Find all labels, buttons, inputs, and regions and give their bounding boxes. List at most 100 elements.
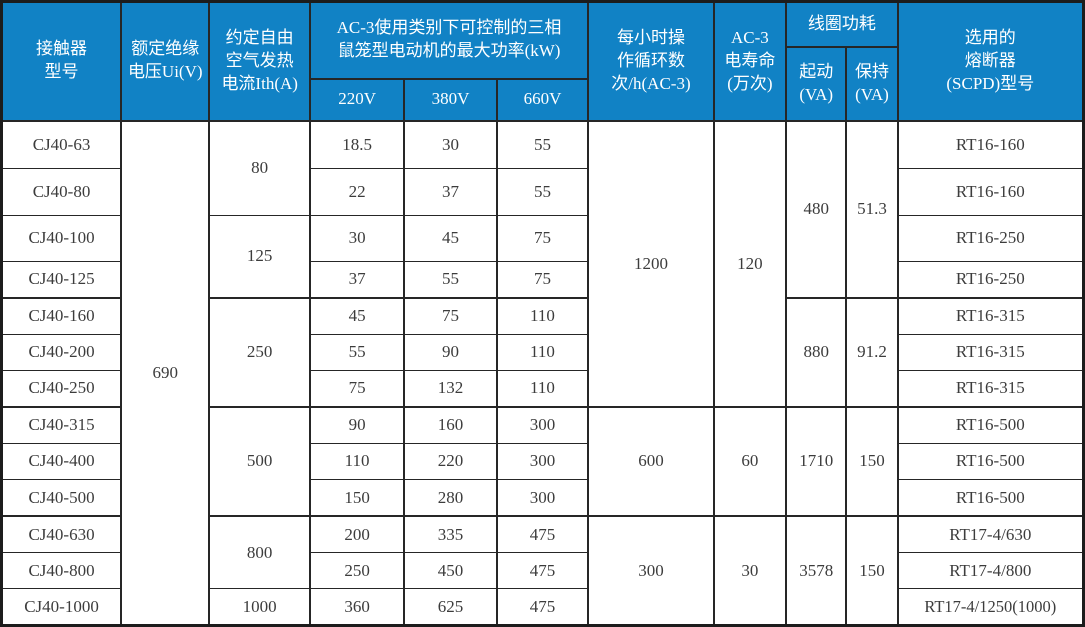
cell-p660: 110 [495,297,590,335]
header-model: 接触器 型号 [0,0,123,122]
cell-p380: 132 [403,369,498,408]
cell-model: CJ40-630 [0,515,123,554]
header-380v: 380V [403,77,498,122]
cell-p220: 37 [308,260,406,299]
cell-coil-start: 1710 [785,406,848,518]
table-row: CJ40-500 150 280 300 RT16-500 [0,479,1085,518]
cell-p660: 55 [495,120,590,169]
cell-p220: 75 [308,369,406,408]
cell-fuse: RT16-315 [896,297,1085,335]
cell-p660: 300 [495,442,590,481]
cell-p220: 110 [308,442,406,481]
cell-p380: 45 [403,215,498,262]
cell-model: CJ40-200 [0,333,123,371]
cell-coil-hold: 91.2 [845,297,899,408]
cell-p660: 475 [495,552,590,590]
cell-p660: 110 [495,369,590,408]
cell-model: CJ40-125 [0,260,123,299]
table-row: CJ40-100 125 30 45 75 RT16-250 [0,215,1085,299]
cell-p380: 90 [403,333,498,371]
cell-p220: 30 [308,215,406,262]
table-row: CJ40-125 37 55 75 RT16-250 [0,260,1085,299]
cell-p220: 90 [308,406,406,444]
header-operating-cycles: 每小时操 作循环数 次/h(AC-3) [587,0,715,122]
cell-ith: 80 [208,119,311,217]
cell-p380: 625 [403,588,498,626]
cell-p220: 45 [308,297,406,335]
cell-ith: 1000 [208,588,311,626]
table-row: CJ40-250 75 132 110 RT16-315 [0,369,1085,408]
cell-p660: 110 [495,333,590,371]
cell-fuse: RT16-250 [896,260,1085,299]
cell-life: 30 [712,515,788,627]
cell-model: CJ40-800 [0,552,123,590]
cell-p380: 30 [403,120,498,169]
cell-p660: 475 [495,515,590,554]
cell-model: CJ40-80 [0,167,123,217]
table-row: CJ40-160 250 45 75 110 880 91.2 RT16-315 [0,297,1085,408]
table-row: CJ40-315 500 90 160 300 600 60 1710 150 … [0,406,1085,518]
cell-coil-start: 480 [785,119,848,299]
table-row: CJ40-1000 1000 360 625 475 RT17-4/1250(1… [0,588,1085,626]
cell-model: CJ40-500 [0,479,123,518]
cell-p660: 75 [495,215,590,262]
cell-ith: 125 [208,215,311,299]
cell-p660: 75 [495,260,590,299]
table-row: CJ40-63 690 80 18.5 30 55 1200 120 480 5… [0,119,1085,626]
cell-fuse: RT17-4/800 [896,552,1085,590]
cell-p220: 360 [308,588,406,626]
cell-coil-hold: 150 [845,406,899,518]
cell-p220: 150 [308,479,406,518]
cell-p220: 22 [308,167,406,217]
cell-ops: 300 [587,515,715,627]
cell-p220: 250 [308,552,406,590]
header-coil-consumption-group: 线圈功耗 [785,0,899,48]
cell-fuse: RT16-500 [896,479,1085,518]
header-660v: 660V [495,77,590,122]
cell-p660: 55 [495,167,590,217]
header-coil-start: 起动 (VA) [785,45,848,122]
table-row: CJ40-80 22 37 55 RT16-160 [0,167,1085,217]
table-row: CJ40-630 800 200 335 475 300 30 3578 150… [0,515,1085,627]
cell-model: CJ40-100 [0,215,123,262]
header-thermal-current: 约定自由 空气发热 电流Ith(A) [208,0,311,122]
cell-fuse: RT17-4/1250(1000) [896,588,1085,626]
table-row: CJ40-200 55 90 110 RT16-315 [0,333,1085,371]
cell-p220: 18.5 [308,120,406,169]
cell-model: CJ40-1000 [0,588,123,626]
header-220v: 220V [308,77,406,122]
cell-coil-start: 3578 [785,515,848,627]
cell-fuse: RT16-315 [896,333,1085,371]
cell-life: 60 [712,406,788,518]
cell-ith: 250 [208,297,311,408]
header-rated-insulation-voltage: 额定绝缘 电压Ui(V) [120,0,211,122]
cell-p220: 55 [308,333,406,371]
cell-ith: 800 [208,515,311,590]
cell-ith: 500 [208,406,311,518]
cell-fuse: RT16-250 [896,215,1085,262]
cell-fuse: RT17-4/630 [896,515,1085,554]
cell-life: 120 [712,119,788,408]
cell-model: CJ40-400 [0,442,123,481]
cell-p380: 75 [403,297,498,335]
cell-model: CJ40-250 [0,369,123,408]
cell-model: CJ40-63 [0,120,123,169]
header-fuse-type: 选用的 熔断器 (SCPD)型号 [896,0,1085,122]
cell-rated-voltage: 690 [120,120,211,626]
cell-p220: 200 [308,515,406,554]
cell-p380: 280 [403,479,498,518]
cell-p660: 300 [495,406,590,444]
header-electrical-life: AC-3 电寿命 (万次) [712,0,788,122]
cell-fuse: RT16-315 [896,369,1085,408]
cell-ops: 1200 [587,119,715,408]
header-coil-hold: 保持 (VA) [845,45,899,122]
cell-p660: 300 [495,479,590,518]
table-row: CJ40-800 250 450 475 RT17-4/800 [0,552,1085,590]
cell-p660: 475 [495,588,590,626]
cell-ops: 600 [587,406,715,518]
cell-coil-start: 880 [785,297,848,408]
cell-p380: 335 [403,515,498,554]
cell-p380: 55 [403,260,498,299]
header-max-power-group: AC-3使用类别下可控制的三相 鼠笼型电动机的最大功率(kW) [308,0,590,80]
